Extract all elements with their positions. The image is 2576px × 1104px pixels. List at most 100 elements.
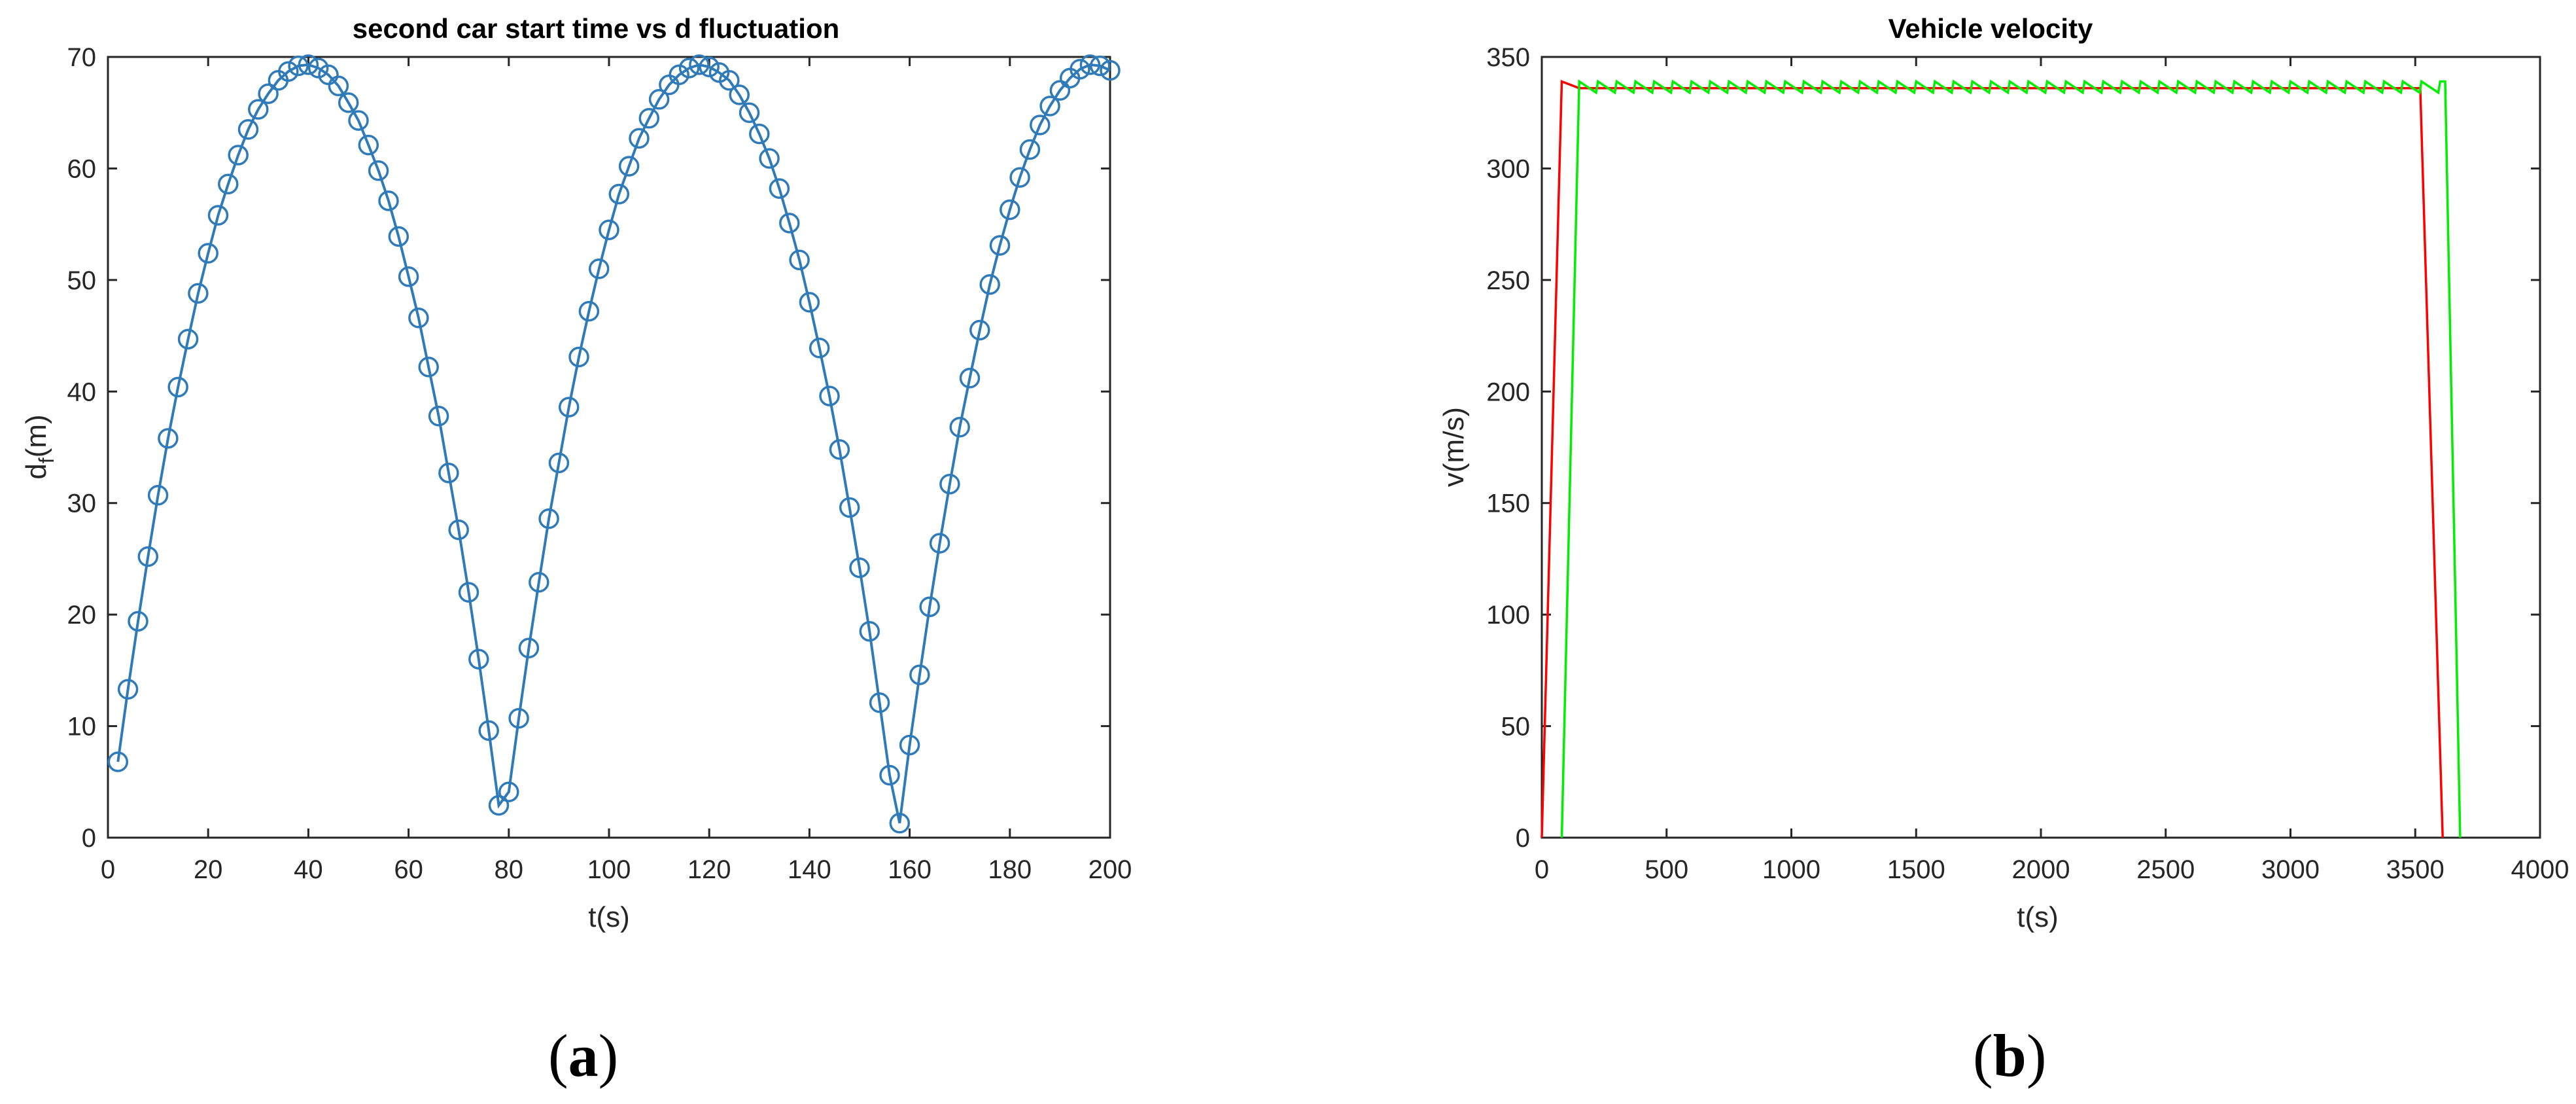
chart-a-data-point (638, 107, 660, 129)
chart-a-data-point (228, 145, 249, 166)
chart-a-x-tick-label: 160 (888, 855, 931, 884)
chart-b-y-tick-label: 350 (1486, 43, 1530, 72)
chart-b-y-tick-label: 250 (1486, 266, 1530, 295)
chart-a-data-point (769, 178, 790, 199)
chart-a-data-point (348, 110, 369, 131)
chart-b-x-tick-label: 4000 (2511, 855, 2569, 884)
chart-a-data-point (478, 720, 499, 741)
chart-a-data-point (368, 160, 389, 181)
chart-a-y-tick-label: 70 (67, 43, 97, 72)
chart-a-data-point (508, 707, 529, 729)
chart-b-x-tick-label: 2500 (2136, 855, 2195, 884)
chart-a-y-tick-label: 20 (67, 601, 97, 630)
caption-a-letter: a (568, 1022, 599, 1089)
chart-a-data-point (1039, 96, 1060, 116)
chart-a-data-point (939, 473, 960, 495)
chart-a-data-point (809, 338, 830, 359)
chart-a-data-point (1030, 115, 1051, 135)
chart-a-data-point (899, 734, 920, 756)
chart-b-ticks: 0 500 1000 1500 2000 2500 3000 3500 4000 0 50 100 15… (1486, 43, 2569, 884)
chart-a-y-tick-label: 40 (67, 378, 97, 406)
chart-a-y-axis-label-sub: f (35, 457, 58, 463)
chart-a-data-point (177, 329, 199, 349)
chart-a-x-tick-label: 200 (1088, 855, 1132, 884)
chart-a-y-tick-label: 30 (67, 490, 97, 518)
chart-a-data-point (1049, 80, 1071, 101)
caption-a-close: ) (598, 1022, 619, 1089)
chart-a-data-point (1079, 54, 1101, 75)
caption-b: (b) (1973, 1021, 2046, 1090)
chart-a-data-point (468, 649, 489, 670)
chart-a-x-axis-label: t(s) (588, 901, 630, 933)
chart-a-data-point (929, 533, 950, 554)
chart-a-data-point (538, 508, 559, 529)
caption-b-close: ) (2026, 1022, 2047, 1089)
chart-a-data-point (789, 249, 810, 270)
chart-a-data-point (458, 582, 479, 603)
chart-a-data-point (568, 346, 589, 368)
chart-a-data-point (799, 292, 820, 313)
chart-a-y-axis-label-tail: (m) (20, 414, 52, 457)
chart-a-title: second car start time vs d fluctuation (353, 13, 840, 44)
chart-a-data-point (488, 794, 510, 816)
chart-a-data-point (358, 134, 379, 156)
chart-a-data-point (558, 397, 580, 418)
chart-a-data-point (258, 83, 279, 104)
chart-a-y-axis-label: df(m) (20, 414, 58, 479)
chart-a-data-point (438, 462, 459, 484)
chart-a-data-point (869, 692, 890, 713)
chart-b-x-tick-label: 1000 (1762, 855, 1820, 884)
chart-a-data-point (889, 813, 911, 834)
chart-a-data-point (529, 571, 549, 593)
chart-a-x-tick-label: 40 (294, 855, 323, 884)
chart-b-series-green (1560, 79, 2462, 838)
chart-b-x-tick-label: 500 (1645, 855, 1688, 884)
chart-a-data-point (919, 596, 940, 617)
chart-b-x-axis-label: t(s) (2017, 901, 2059, 933)
chart-a-series-line (116, 63, 1111, 824)
chart-b: Vehicle velocity 0 500 1000 1500 2000 2500 300… (1438, 13, 2569, 933)
caption-a: (a) (548, 1021, 618, 1090)
chart-a-x-tick-label: 180 (988, 855, 1032, 884)
chart-a-data-point (328, 75, 349, 97)
chart-a-data-point (248, 99, 269, 120)
chart-b-x-tick-label: 2000 (2012, 855, 2070, 884)
chart-a-x-tick-label: 20 (194, 855, 223, 884)
chart-a-x-tick-label: 140 (788, 855, 831, 884)
chart-a-y-tick-label: 60 (67, 154, 97, 183)
caption-b-letter: b (1993, 1022, 2027, 1089)
chart-b-series (1540, 79, 2462, 838)
chart-a-x-tick-label: 100 (587, 855, 631, 884)
chart-a-data-point (969, 319, 990, 341)
chart-a-data-point (398, 266, 419, 287)
chart-b-y-tick-label: 200 (1486, 378, 1530, 406)
chart-a-data-point (989, 235, 1011, 256)
chart-a-data-point (648, 89, 670, 110)
chart-a-y-tick-label: 0 (82, 824, 96, 853)
chart-a-data-point (147, 485, 169, 506)
chart-a-data-point (829, 439, 850, 460)
chart-b-x-tick-label: 0 (1535, 855, 1549, 884)
chart-a-data-point (428, 406, 449, 427)
chart-b-plot-frame (1540, 56, 2541, 839)
chart-a-plot-frame (107, 56, 1111, 839)
chart-a-x-tick-label: 80 (495, 855, 524, 884)
chart-a-data-point (237, 119, 259, 140)
chart-a-data-point (949, 417, 970, 438)
caption-b-open: ( (1973, 1022, 1993, 1089)
chart-a-data-point (578, 300, 600, 322)
chart-a-data-point (117, 679, 139, 700)
chart-b-y-tick-label: 100 (1486, 601, 1530, 630)
chart-a-data-point (1100, 60, 1121, 81)
chart-a-data-point (158, 428, 179, 449)
chart-a-data-point (418, 357, 439, 378)
chart-a-data-point (448, 519, 469, 541)
chart-a-data-point (338, 92, 359, 113)
chart-a-data-point (1089, 55, 1111, 77)
chart-b-y-tick-label: 0 (1516, 824, 1530, 853)
chart-a-data-point (278, 61, 299, 82)
chart-a-data-point (128, 611, 148, 632)
chart-a-x-tick-label: 0 (101, 855, 115, 884)
caption-a-open: ( (548, 1022, 568, 1089)
chart-a-data-point (388, 226, 409, 247)
